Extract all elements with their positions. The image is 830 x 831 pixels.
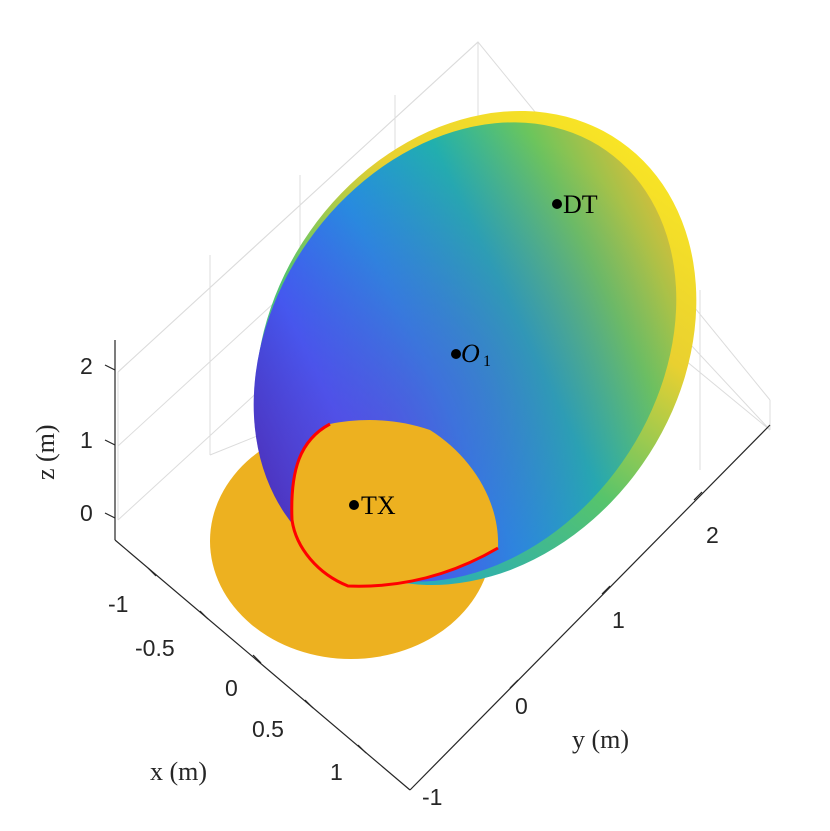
point-o1-label: O — [461, 339, 480, 368]
x-tick-label: 0 — [225, 675, 238, 701]
z-tick-labels: 2 1 0 — [80, 353, 93, 526]
z-tick-label: 2 — [80, 353, 93, 379]
point-dt-marker — [552, 199, 562, 209]
point-dt-label: DT — [563, 190, 598, 219]
y-tick-label: 2 — [706, 522, 719, 548]
point-o1-subscript: 1 — [483, 353, 491, 370]
x-ticks — [147, 567, 367, 754]
y-tick-label: 0 — [515, 693, 528, 719]
point-tx-marker — [349, 500, 359, 510]
point-tx-label: TX — [361, 491, 396, 520]
z-ticks — [104, 364, 116, 519]
z-axis-label: z (m) — [31, 424, 60, 480]
x-tick-label: 1 — [330, 759, 343, 785]
x-axis-label: x (m) — [150, 757, 207, 786]
y-axis-label: y (m) — [572, 725, 629, 754]
intersection-curve — [290, 422, 499, 588]
x-tick-labels: -1 -0.5 0 0.5 1 — [108, 591, 343, 785]
point-o1: O 1 — [451, 339, 491, 370]
point-o1-marker — [451, 349, 461, 359]
y-ticks — [509, 491, 703, 689]
disk-inside-bowl — [291, 420, 499, 587]
point-tx: TX — [349, 491, 396, 520]
x-tick-label: -0.5 — [135, 635, 175, 661]
x-tick-label: 0.5 — [252, 716, 284, 742]
z-tick-label: 1 — [80, 427, 93, 453]
y-tick-label: -1 — [422, 784, 442, 810]
y-tick-labels: -1 0 1 2 — [422, 522, 719, 810]
x-tick-label: -1 — [108, 591, 128, 617]
y-tick-label: 1 — [612, 607, 625, 633]
point-dt: DT — [552, 190, 598, 219]
z-tick-label: 0 — [80, 500, 93, 526]
